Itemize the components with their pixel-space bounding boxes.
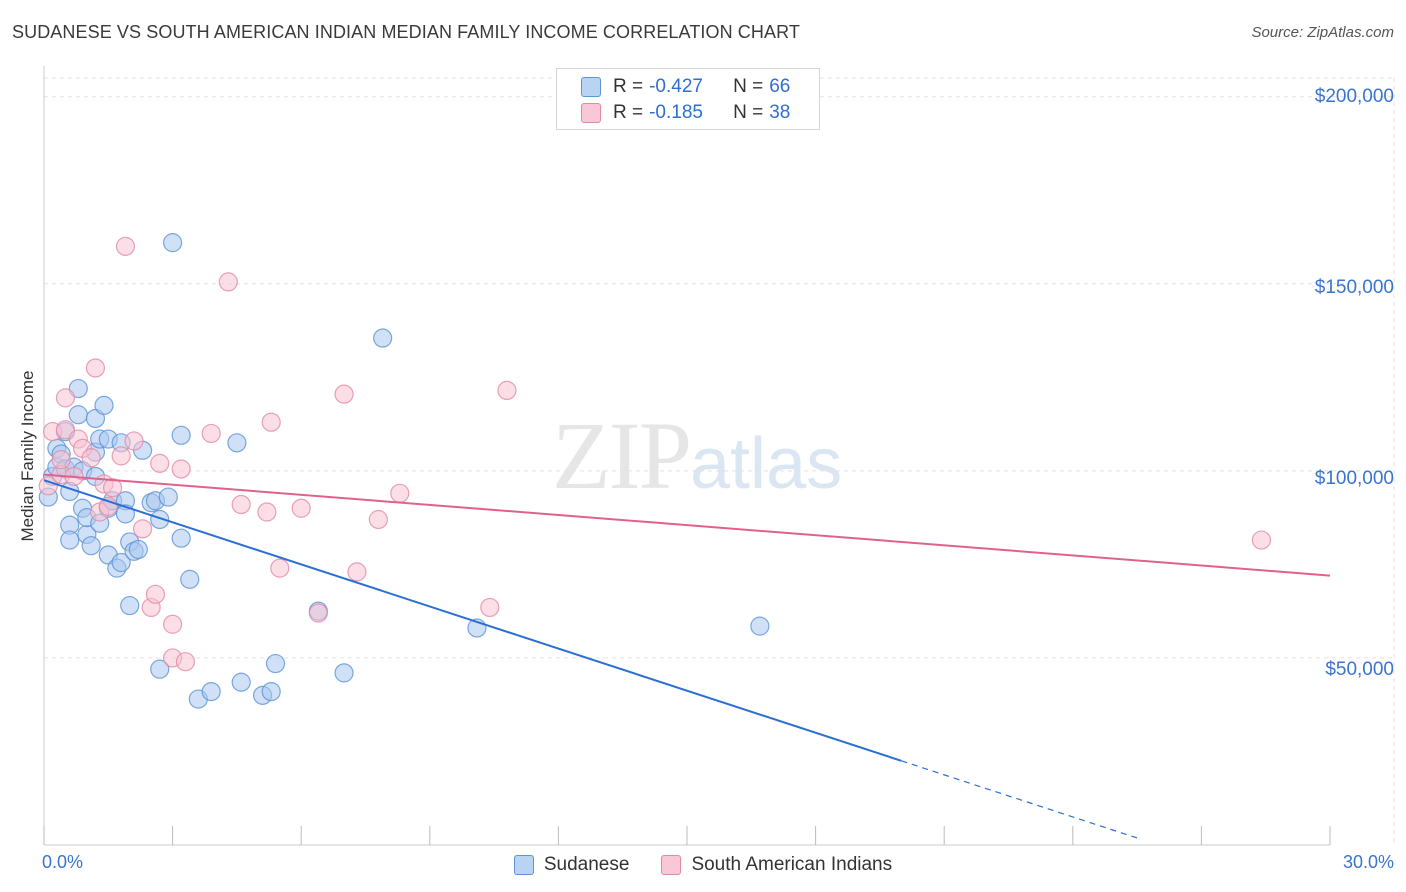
point-south-american-indians-30 [261, 412, 281, 432]
y-tick-label-100000: $100,000 [1314, 468, 1394, 489]
point-sudanese-17 [81, 536, 101, 556]
point-south-american-indians-3 [51, 450, 71, 470]
point-sudanese-42 [158, 487, 178, 507]
point-south-american-indians-39 [497, 380, 517, 401]
point-sudanese-56 [373, 328, 393, 348]
legend-n-label: N = [733, 102, 764, 123]
point-sudanese-43 [163, 233, 183, 253]
point-sudanese-52 [261, 681, 281, 702]
chart-source: Source: ZipAtlas.com [1251, 24, 1394, 41]
point-sudanese-12 [68, 378, 88, 399]
trendline-sudanese [43, 479, 902, 762]
point-sudanese-29 [111, 552, 131, 573]
legend-n-label: N = [733, 76, 764, 97]
point-sudanese-58 [750, 616, 770, 636]
legend-r-label: R = [613, 76, 644, 97]
point-south-american-indians-33 [308, 603, 328, 623]
legend-row-south-american-indians: R = -0.185 N = 38 [581, 101, 790, 125]
legend-row-sudanese: R = -0.427 N = 66 [581, 75, 790, 99]
point-sudanese-41 [150, 659, 170, 679]
point-south-american-indians-40 [1251, 530, 1272, 550]
point-south-american-indians-24 [171, 459, 191, 479]
point-south-american-indians-25 [175, 652, 196, 672]
point-sudanese-48 [201, 681, 221, 702]
series-legend-label: Sudanese [543, 854, 630, 875]
point-sudanese-9 [60, 530, 80, 550]
point-south-american-indians-22 [163, 614, 183, 634]
legend-r-value: -0.185 [649, 102, 703, 123]
point-south-american-indians-26 [201, 423, 221, 444]
legend-r-label: R = [613, 102, 644, 123]
point-south-american-indians-38 [480, 597, 500, 618]
point-sudanese-45 [171, 528, 191, 548]
point-south-american-indians-29 [257, 502, 277, 522]
y-tick-label-150000: $150,000 [1314, 277, 1394, 298]
y-tick-label-50000: $50,000 [1325, 659, 1394, 680]
point-south-american-indians-10 [85, 358, 106, 378]
point-south-american-indians-31 [270, 558, 290, 578]
point-south-american-indians-21 [150, 453, 170, 473]
point-south-american-indians-20 [145, 584, 166, 604]
point-south-american-indians-9 [81, 448, 101, 468]
point-sudanese-53 [265, 653, 286, 674]
point-south-american-indians-28 [231, 494, 251, 515]
y-tick-label-200000: $200,000 [1314, 86, 1394, 107]
point-sudanese-55 [334, 663, 354, 683]
legend-swatch-south-american-indians [581, 103, 601, 123]
point-south-american-indians-0 [38, 476, 58, 496]
point-south-american-indians-4 [55, 420, 76, 440]
chart-title: SUDANESE VS SOUTH AMERICAN INDIAN MEDIAN… [12, 22, 800, 42]
legend-n-value: 38 [769, 102, 791, 123]
point-south-american-indians-5 [55, 388, 76, 408]
point-sudanese-50 [231, 672, 251, 692]
point-sudanese-44 [171, 425, 191, 445]
point-south-american-indians-34 [334, 384, 354, 404]
series-legend-label: South American Indians [691, 854, 893, 875]
series-swatch-south-american-indians [661, 855, 682, 875]
y-axis-label: Median Family Income [18, 370, 37, 542]
point-south-american-indians-27 [218, 272, 238, 292]
watermark-atlas: atlas [690, 424, 843, 504]
point-south-american-indians-15 [111, 446, 131, 466]
point-south-american-indians-37 [390, 483, 410, 503]
correlation-legend: R = -0.427 N = 66 R = -0.185 N = 38 [556, 68, 820, 130]
point-south-american-indians-32 [291, 498, 311, 518]
legend-swatch-sudanese [581, 77, 601, 97]
series-legend-sudanese[interactable]: Sudanese [513, 854, 630, 876]
series-swatch-sudanese [513, 855, 534, 875]
point-south-american-indians-14 [102, 478, 123, 498]
point-south-american-indians-18 [132, 519, 153, 539]
x-tick-label-min: 0.0% [42, 852, 84, 872]
watermark-zip: ZIP [552, 402, 692, 509]
point-sudanese-11 [68, 405, 88, 425]
series-legend-south-american-indians[interactable]: South American Indians [661, 854, 892, 876]
legend-r-value: -0.427 [649, 76, 703, 97]
legend-n-value: 66 [769, 76, 791, 97]
trendline-south-american-indians [43, 473, 1331, 577]
point-south-american-indians-17 [124, 431, 144, 451]
point-south-american-indians-35 [347, 562, 367, 582]
point-south-american-indians-16 [115, 236, 136, 256]
series-legend: Sudanese South American Indians [0, 852, 1406, 878]
point-sudanese-34 [120, 595, 140, 616]
x-tick-label-max: 30.0% [1342, 852, 1394, 872]
point-sudanese-46 [180, 569, 200, 589]
point-sudanese-36 [128, 539, 148, 560]
point-sudanese-23 [94, 395, 114, 415]
trendline-sudanese-extrapolated [901, 760, 1142, 840]
watermark: ZIPatlas [552, 400, 842, 511]
point-sudanese-49 [227, 433, 247, 453]
point-sudanese-40 [150, 509, 170, 530]
point-south-american-indians-36 [368, 509, 388, 530]
